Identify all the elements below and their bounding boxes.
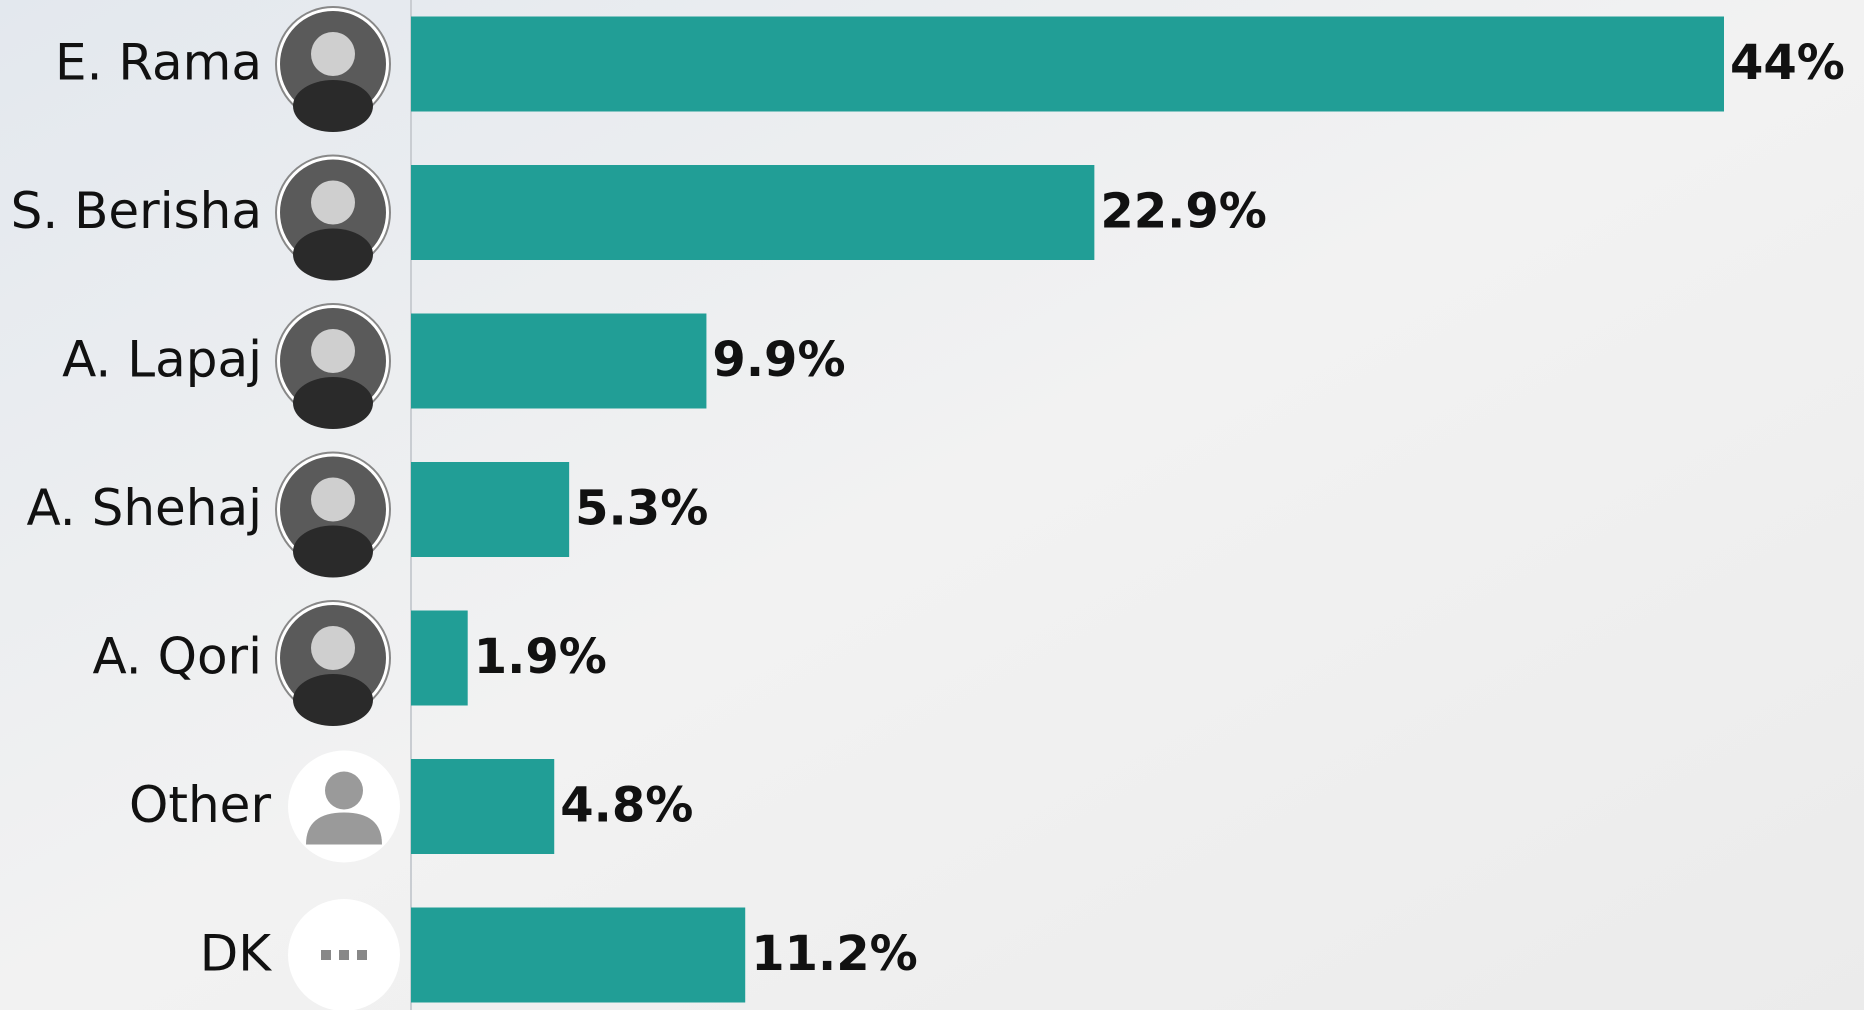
bar [411, 610, 468, 706]
value-label: 44% [1730, 35, 1845, 91]
avatar-head [311, 180, 355, 225]
avatar [288, 899, 400, 1010]
value-label: 4.8% [560, 778, 693, 834]
avatar-head [311, 477, 355, 522]
category-label: E. Rama [55, 34, 262, 92]
category-label: A. Lapaj [62, 331, 262, 389]
bar [411, 759, 555, 854]
avatar-dot [357, 950, 367, 960]
avatar [275, 451, 391, 578]
avatar [288, 750, 400, 863]
category-label: A. Shehaj [26, 479, 262, 537]
bar [411, 313, 707, 409]
avatar-body [293, 525, 373, 578]
bar [411, 462, 570, 557]
value-label: 5.3% [575, 481, 708, 537]
value-label: 1.9% [474, 629, 607, 685]
value-label: 9.9% [712, 332, 845, 388]
bar [411, 16, 1724, 112]
category-label: S. Berisha [11, 182, 262, 240]
avatar [275, 6, 391, 132]
avatar-body [293, 377, 373, 429]
avatar-head [311, 329, 355, 373]
avatar-dot [339, 950, 349, 960]
avatar-body [293, 674, 373, 726]
value-label: 22.9% [1100, 184, 1267, 240]
category-label: Other [129, 776, 271, 834]
avatar [275, 154, 391, 281]
avatar-body [293, 80, 373, 132]
avatar [275, 303, 391, 429]
bar [411, 165, 1095, 260]
avatar-head [311, 626, 355, 670]
avatar [275, 600, 391, 726]
avatar-dot [321, 950, 331, 960]
value-label: 11.2% [751, 926, 918, 982]
avatar-head [325, 771, 363, 810]
category-label: A. Qori [92, 628, 262, 686]
avatar-body [306, 812, 382, 845]
avatar-head [311, 32, 355, 76]
category-label: DK [200, 925, 273, 983]
bar [411, 907, 746, 1003]
avatar-body [293, 228, 373, 281]
